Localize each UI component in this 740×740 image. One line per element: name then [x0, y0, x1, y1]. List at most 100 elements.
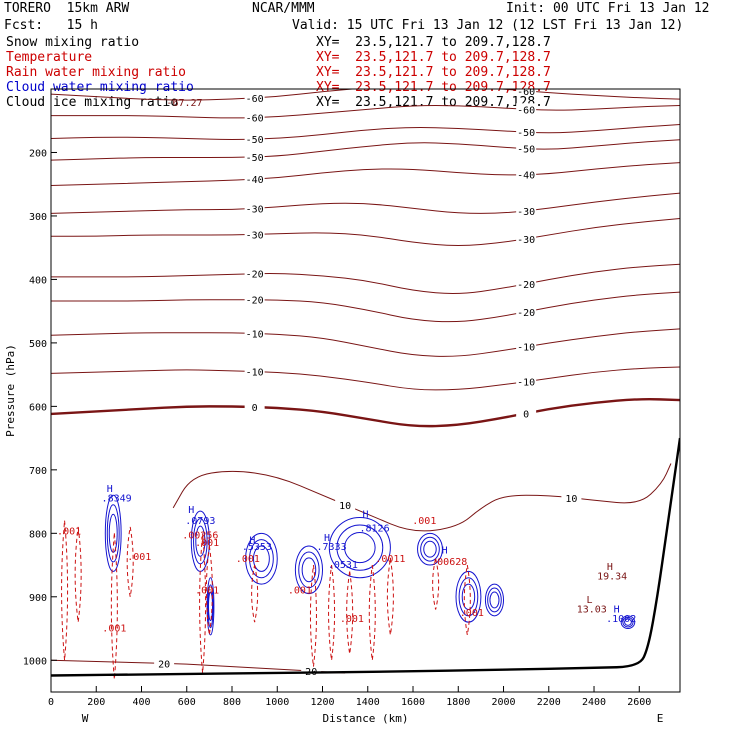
isotherm-label-bg	[244, 267, 265, 279]
rain-water-contour	[386, 558, 394, 635]
isotherm-label: -50	[517, 128, 535, 139]
isotherm-label-bg	[561, 491, 582, 503]
isotherm-label-bg	[516, 204, 537, 216]
isotherm-label: -60	[517, 105, 535, 116]
x-tick-label: 800	[223, 697, 241, 708]
isotherm-label-bg	[244, 401, 265, 413]
extremum-marker: H	[362, 509, 368, 520]
extremum-marker: H	[614, 605, 620, 616]
isotherm-label-bg	[516, 232, 537, 244]
plot-area: -60 -60 -60 -60 -50 -50 -50 -50 -40 -40 -30 -30 -30 -…	[51, 87, 680, 680]
cloud-water-contour	[253, 545, 270, 572]
cloud-water-contour	[423, 540, 437, 558]
contour-value-label: .001	[288, 586, 312, 597]
isotherm-line	[51, 124, 680, 140]
isotherm-label-bg	[335, 498, 356, 510]
isotherm-label-bg	[516, 126, 537, 138]
contour-value-label: .00628	[431, 557, 467, 568]
forecast-hour: Fcst: 15 h	[4, 18, 98, 33]
contour-value-label: .001	[236, 554, 260, 565]
cloud-water-contour	[455, 570, 482, 623]
extremum-marker: L	[586, 595, 592, 606]
contour-value-label: .00256	[182, 530, 218, 541]
legend-item: Snow mixing ratio	[6, 35, 140, 50]
extremum-marker: H	[607, 562, 613, 573]
x-tick-label: 1600	[401, 697, 425, 708]
legend-item: Cloud ice mixing ratio	[6, 95, 179, 110]
isotherm-label: -10	[517, 343, 535, 354]
isotherm-line	[51, 366, 680, 391]
isotherm-label-bg	[244, 202, 265, 214]
isotherm-label-bg	[301, 665, 322, 677]
y-axis-label: Pressure (hPa)	[4, 344, 17, 437]
rain-water-contour	[251, 564, 259, 623]
contour-value-label: 13.03	[577, 605, 607, 616]
valid-time: Valid: 15 UTC Fri 13 Jan 12 (12 LST Fri …	[292, 18, 684, 33]
isotherm-label: -50	[246, 153, 264, 164]
isotherm-line	[51, 89, 680, 101]
x-tick-label: 2600	[627, 697, 651, 708]
surface-terrain-line	[51, 437, 680, 677]
isotherm-line	[51, 192, 680, 214]
isotherm-label: -30	[246, 204, 264, 215]
isotherm-label-bg	[244, 228, 265, 240]
contour-value-label: .0793	[185, 516, 215, 527]
isotherm-label-bg	[516, 305, 537, 317]
contour-value-label: .001	[102, 624, 126, 635]
isotherm-line	[51, 139, 680, 161]
x-tick-label: 0	[48, 697, 54, 708]
isotherm-label-bg	[516, 103, 537, 115]
contour-value-label: .0011	[375, 554, 405, 565]
rain-water-contour	[328, 564, 336, 661]
cloud-water-contour	[106, 504, 120, 563]
rain-water-contour	[61, 520, 69, 661]
cloud-water-contour	[298, 551, 320, 589]
cloud-water-contour	[461, 583, 476, 610]
rain-water-contour	[346, 571, 354, 654]
cloud-water-contour	[108, 513, 118, 553]
cloud-water-contour	[622, 616, 634, 628]
contour-value-label: .5353	[242, 542, 272, 553]
contour-value-label: .001	[460, 608, 484, 619]
isotherm-label-bg	[244, 150, 265, 162]
rain-water-contour	[110, 533, 118, 680]
cloud-water-contour	[489, 591, 500, 609]
rain-water-contour	[463, 564, 471, 635]
x-tick-label: 1000	[265, 697, 289, 708]
cloud-water-contour	[249, 539, 274, 579]
isotherm-label: 20	[158, 659, 170, 670]
isotherm-label-bg	[516, 375, 537, 387]
cloud-water-contour	[195, 525, 206, 557]
isotherm-label-bg	[244, 111, 265, 123]
isotherm-label: 10	[339, 501, 351, 512]
isotherm-label: -10	[246, 329, 264, 340]
extremum-marker: H	[324, 533, 330, 544]
extremum-marker: H	[442, 546, 448, 557]
y-tick-label: 900	[29, 593, 47, 604]
contour-value-label: .8349	[102, 494, 132, 505]
isotherm-label-bg	[516, 142, 537, 154]
isotherm-label: -50	[517, 145, 535, 156]
extremum-marker: H	[188, 505, 194, 516]
y-tick-label: 700	[29, 466, 47, 477]
x-tick-label: 600	[178, 697, 196, 708]
cloud-water-contour	[208, 591, 214, 622]
isotherm-line	[51, 398, 680, 428]
isotherm-label: -40	[517, 171, 535, 182]
isotherm-line	[51, 328, 680, 357]
x-tick-label: 1400	[356, 697, 380, 708]
isotherm-label-bg	[516, 168, 537, 180]
plot-frame	[50, 88, 681, 693]
x-tick-label: 2200	[537, 697, 561, 708]
contour-value-label: .001	[340, 614, 364, 625]
init-time: Init: 00 UTC Fri 13 Jan 12	[506, 1, 710, 16]
isotherm-line	[51, 217, 680, 246]
rain-water-contour	[126, 526, 134, 597]
x-tick-label: 1800	[446, 697, 470, 708]
x-tick-label: 400	[132, 697, 150, 708]
contour-value-label: .0531	[328, 560, 358, 571]
isotherm-label: -60	[517, 87, 535, 98]
isotherm-label-bg	[244, 91, 265, 103]
rain-water-contour	[309, 564, 317, 667]
